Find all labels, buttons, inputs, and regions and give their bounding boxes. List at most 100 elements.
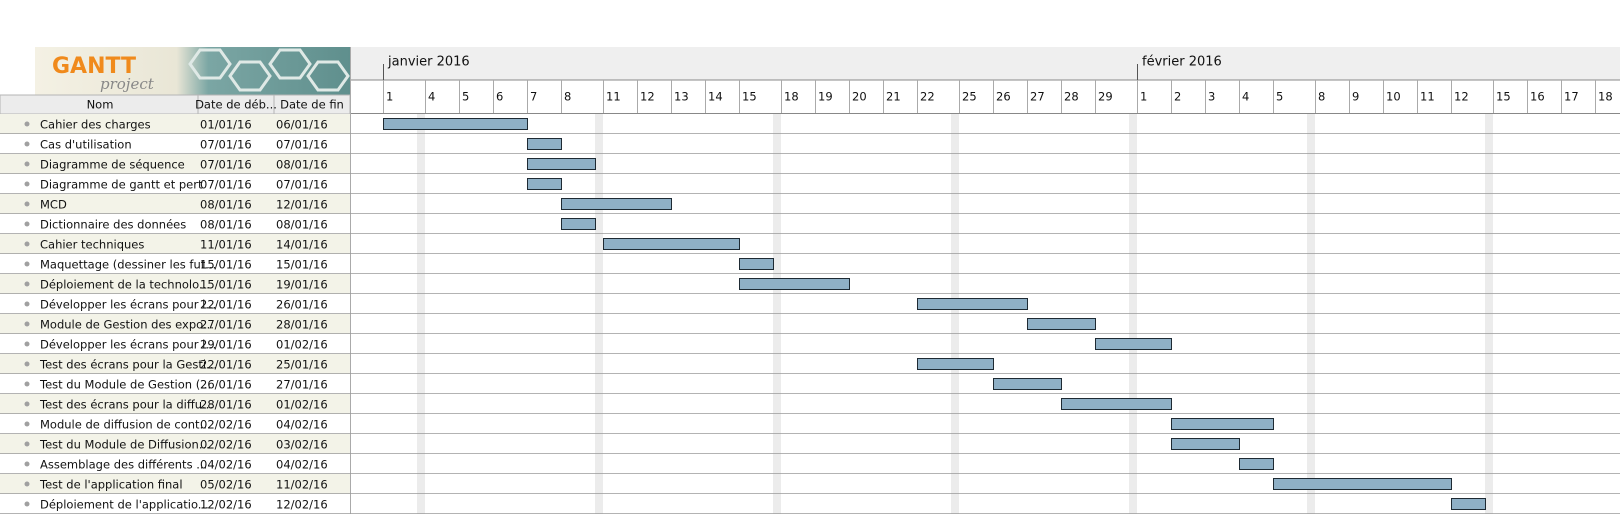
task-name[interactable]: Cas d'utilisation xyxy=(40,138,132,152)
task-name[interactable]: Module de diffusion de cont... xyxy=(40,418,211,432)
task-bar[interactable] xyxy=(383,118,528,130)
day-label: 2 xyxy=(1174,90,1181,104)
row-bg xyxy=(0,474,350,494)
task-bar[interactable] xyxy=(1451,498,1486,510)
row-bg xyxy=(0,454,350,474)
day-label: 15 xyxy=(1496,90,1511,104)
task-start: 26/01/16 xyxy=(200,378,252,392)
weekend-stripe xyxy=(595,114,603,514)
task-end: 25/01/16 xyxy=(276,358,328,372)
task-name[interactable]: MCD xyxy=(40,198,67,212)
task-name[interactable]: Cahier techniques xyxy=(40,238,144,252)
day-label: 5 xyxy=(462,90,469,104)
task-name[interactable]: Développer les écrans pour l... xyxy=(40,338,216,352)
task-bar[interactable] xyxy=(527,138,562,150)
task-bar[interactable] xyxy=(1061,398,1172,410)
day-label: 17 xyxy=(1564,90,1579,104)
task-start: 07/01/16 xyxy=(200,178,252,192)
task-bar[interactable] xyxy=(1027,318,1096,330)
column-header[interactable]: Nom xyxy=(87,98,114,112)
task-bar[interactable] xyxy=(1095,338,1172,350)
task-end: 03/02/16 xyxy=(276,438,328,452)
task-start: 05/02/16 xyxy=(200,478,252,492)
task-name[interactable]: Test du Module de Diffusion... xyxy=(39,438,210,452)
day-label: 11 xyxy=(1420,90,1435,104)
row-bg xyxy=(0,114,350,134)
task-bullet xyxy=(24,261,30,267)
task-bar[interactable] xyxy=(527,158,596,170)
weekend-stripe xyxy=(951,114,959,514)
task-name[interactable]: Déploiement de la technolo... xyxy=(40,278,210,292)
task-name[interactable]: Développer les écrans pour l... xyxy=(40,298,216,312)
task-start: 08/01/16 xyxy=(200,218,252,232)
day-label: 8 xyxy=(564,90,571,104)
task-bullet xyxy=(24,161,30,167)
table-header: Nom Date de déb... Date de fin xyxy=(0,94,351,115)
row-bg xyxy=(0,314,350,334)
task-start: 02/02/16 xyxy=(200,418,252,432)
task-name[interactable]: Déploiement de l'applicatio... xyxy=(40,498,209,512)
task-name[interactable]: Dictionnaire des données xyxy=(40,218,186,232)
weekend-stripe xyxy=(1307,114,1315,514)
row-bg xyxy=(0,414,350,434)
task-bullet xyxy=(24,241,30,247)
task-bar[interactable] xyxy=(917,298,1028,310)
day-label: 12 xyxy=(1454,90,1469,104)
task-name[interactable]: Module de Gestion des expo... xyxy=(40,318,214,332)
weekend-stripe xyxy=(1129,114,1137,514)
row-bg xyxy=(0,254,350,274)
task-end: 28/01/16 xyxy=(276,318,328,332)
task-bullet xyxy=(24,361,30,367)
task-name[interactable]: Diagramme de séquence xyxy=(40,158,185,172)
task-name[interactable]: Diagramme de gantt et pert xyxy=(40,178,203,192)
task-end: 01/02/16 xyxy=(276,398,328,412)
task-bar[interactable] xyxy=(917,358,994,370)
task-bar[interactable] xyxy=(561,218,596,230)
task-name[interactable]: Test de l'application final xyxy=(39,478,183,492)
task-bar[interactable] xyxy=(739,278,850,290)
task-start: 07/01/16 xyxy=(200,158,252,172)
row-bg xyxy=(0,274,350,294)
task-bar[interactable] xyxy=(739,258,774,270)
task-end: 11/02/16 xyxy=(276,478,328,492)
task-bar[interactable] xyxy=(1171,438,1240,450)
task-name[interactable]: Test du Module de Gestion (... xyxy=(39,378,211,392)
column-header[interactable]: Date de déb... xyxy=(195,98,277,112)
row-bg xyxy=(0,194,350,214)
task-end: 06/01/16 xyxy=(276,118,328,132)
task-end: 08/01/16 xyxy=(276,158,328,172)
task-start: 15/01/16 xyxy=(200,278,252,292)
task-bar[interactable] xyxy=(1239,458,1274,470)
task-name[interactable]: Maquettage (dessiner les fut... xyxy=(40,258,216,272)
column-header[interactable]: Date de fin xyxy=(280,98,344,112)
day-label: 16 xyxy=(1530,90,1545,104)
task-end: 07/01/16 xyxy=(276,138,328,152)
row-bg xyxy=(0,374,350,394)
day-label: 1 xyxy=(1140,90,1147,104)
task-bar[interactable] xyxy=(1273,478,1452,490)
task-name[interactable]: Test des écrans pour la Gesti... xyxy=(39,358,217,372)
logo-hexagons xyxy=(188,48,350,92)
day-label: 12 xyxy=(640,90,655,104)
task-bar[interactable] xyxy=(603,238,740,250)
task-bullet xyxy=(24,421,30,427)
day-label: 26 xyxy=(996,90,1011,104)
task-start: 29/01/16 xyxy=(200,338,252,352)
task-bar[interactable] xyxy=(993,378,1062,390)
day-label: 4 xyxy=(1242,90,1249,104)
row-bg xyxy=(0,154,350,174)
task-end: 27/01/16 xyxy=(276,378,328,392)
task-start: 04/02/16 xyxy=(200,458,252,472)
day-label: 9 xyxy=(1352,90,1359,104)
task-bar[interactable] xyxy=(1171,418,1274,430)
day-label: 3 xyxy=(1208,90,1215,104)
day-label: 19 xyxy=(818,90,833,104)
row-bg xyxy=(0,174,350,194)
task-bar[interactable] xyxy=(561,198,672,210)
task-name[interactable]: Cahier des charges xyxy=(40,118,151,132)
task-name[interactable]: Assemblage des différents ... xyxy=(40,458,207,472)
day-label: 22 xyxy=(920,90,935,104)
task-bar[interactable] xyxy=(527,178,562,190)
task-name[interactable]: Test des écrans pour la diffu... xyxy=(39,398,213,412)
row-bg xyxy=(0,334,350,354)
